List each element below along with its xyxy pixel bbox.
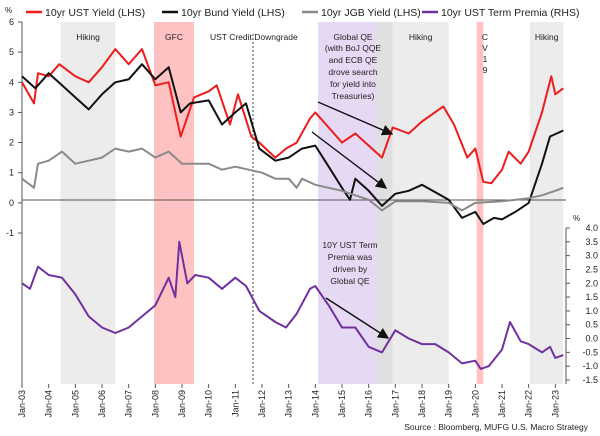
x-tick-label: Jan-18: [417, 390, 427, 418]
left-tick-label: 5: [9, 47, 14, 57]
left-tick-label: 2: [9, 138, 14, 148]
x-tick-label: Jan-20: [470, 390, 480, 418]
left-tick-label: 3: [9, 107, 14, 117]
left-tick-label: -1: [6, 228, 14, 238]
legend-entry: 10yr UST Term Premia (RHS): [441, 7, 579, 19]
right-tick-label: 3.0: [585, 251, 598, 261]
shaded-region: [530, 22, 564, 384]
x-tick-label: Jan-07: [124, 390, 134, 418]
arrows: [311, 101, 394, 339]
svg-text:and ECB QE: and ECB QE: [329, 55, 378, 65]
legend: 10yr UST Yield (LHS) 10yr Bund Yield (LHS…: [26, 7, 579, 19]
svg-text:1: 1: [483, 54, 488, 64]
left-tick-label: 4: [9, 77, 14, 87]
right-tick-label: 1.0: [585, 306, 598, 316]
svg-text:Treasuries): Treasuries): [332, 91, 375, 101]
x-tick-label: Jan-22: [524, 390, 534, 418]
annotation-cv19: C V 1 9: [482, 32, 488, 75]
svg-text:for yield into: for yield into: [330, 79, 376, 89]
x-axis: Jan-03 Jan-04 Jan-05 Jan-06 Jan-07 Jan-08 Jan-…: [17, 384, 560, 418]
x-tick-label: Jan-17: [390, 390, 400, 418]
x-tick-label: Jan-05: [70, 390, 80, 418]
x-tick-label: Jan-03: [17, 390, 27, 418]
svg-text:V: V: [482, 43, 488, 53]
svg-text:drove search: drove search: [328, 67, 377, 77]
region-label: GFC: [165, 32, 183, 42]
annotation-ust-downgrade: UST Credit Downgrade: [210, 32, 298, 42]
svg-text:(with BoJ QQE: (with BoJ QQE: [325, 43, 382, 53]
x-tick-label: Jan-23: [550, 390, 560, 418]
annotation-arrow: [325, 297, 390, 339]
x-tick-label: Jan-09: [177, 390, 187, 418]
right-tick-label: 3.5: [585, 237, 598, 247]
left-axis: -1 0 1 2 3 4 5 6: [6, 17, 22, 238]
annotation-arrow: [317, 101, 394, 136]
series-line: [21, 147, 564, 212]
series-lines: [21, 48, 564, 370]
series-line: [21, 63, 564, 225]
x-tick-label: Jan-04: [44, 390, 54, 418]
svg-text:10Y UST Term: 10Y UST Term: [322, 240, 377, 250]
legend-entry: 10yr UST Yield (LHS): [45, 7, 145, 19]
region-label: Hiking: [76, 32, 100, 42]
x-tick-label: Jan-10: [204, 390, 214, 418]
x-tick-label: Jan-06: [97, 390, 107, 418]
series-line: [21, 48, 564, 185]
x-tick-label: Jan-08: [150, 390, 160, 418]
legend-entry: 10yr JGB Yield (LHS): [321, 7, 421, 19]
x-tick-label: Jan-11: [230, 390, 240, 417]
right-tick-label: 4.0: [585, 223, 598, 233]
x-tick-label: Jan-21: [497, 390, 507, 418]
annotation-term-premia: 10Y UST Term Premia was driven by Global…: [322, 240, 377, 286]
right-tick-label: 0.0: [585, 334, 598, 344]
source-note: Source : Bloomberg, MUFG U.S. Macro Stra…: [404, 422, 589, 432]
right-tick-label: 2.5: [585, 264, 598, 274]
right-tick-label: 0.5: [585, 320, 598, 330]
annotation-arrow: [311, 131, 388, 189]
right-tick-label: -0.5: [582, 347, 598, 357]
x-tick-label: Jan-14: [310, 390, 320, 418]
x-tick-label: Jan-15: [337, 390, 347, 418]
region-label: Hiking: [535, 32, 559, 42]
left-tick-label: 1: [9, 168, 14, 178]
x-tick-label: Jan-13: [284, 390, 294, 418]
svg-text:C: C: [482, 32, 488, 42]
right-tick-label: 2.0: [585, 278, 598, 288]
right-tick-label: -1.5: [582, 375, 598, 385]
left-axis-unit: %: [5, 6, 12, 15]
svg-text:Premia was: Premia was: [328, 252, 372, 262]
right-axis-unit: %: [573, 214, 580, 223]
x-tick-label: Jan-16: [364, 390, 374, 418]
legend-entry: 10yr Bund Yield (LHS): [181, 7, 285, 19]
region-label: Hiking: [409, 32, 433, 42]
x-tick-label: Jan-19: [444, 390, 454, 418]
shaded-region: [154, 22, 194, 384]
left-tick-label: 0: [9, 198, 14, 208]
svg-text:driven by: driven by: [333, 264, 368, 274]
annotation-global-qe: Global QE (with BoJ QQE and ECB QE drove…: [325, 32, 382, 101]
series-line: [21, 240, 564, 370]
svg-text:Global QE: Global QE: [330, 276, 370, 286]
right-tick-label: -1.0: [582, 361, 598, 371]
right-tick-label: 1.5: [585, 292, 598, 302]
region-labels: Hiking GFC Hiking Hiking: [76, 32, 559, 42]
left-tick-label: 6: [9, 17, 14, 27]
right-axis: 4.0 3.5 3.0 2.5 2.0 1.5 1.0 0.5 0.0 -0.5 -1.0 -1.5: [566, 223, 598, 385]
svg-text:9: 9: [483, 65, 488, 75]
x-tick-label: Jan-12: [257, 390, 267, 418]
annotation-global-qe-title: Global QE: [333, 32, 373, 42]
